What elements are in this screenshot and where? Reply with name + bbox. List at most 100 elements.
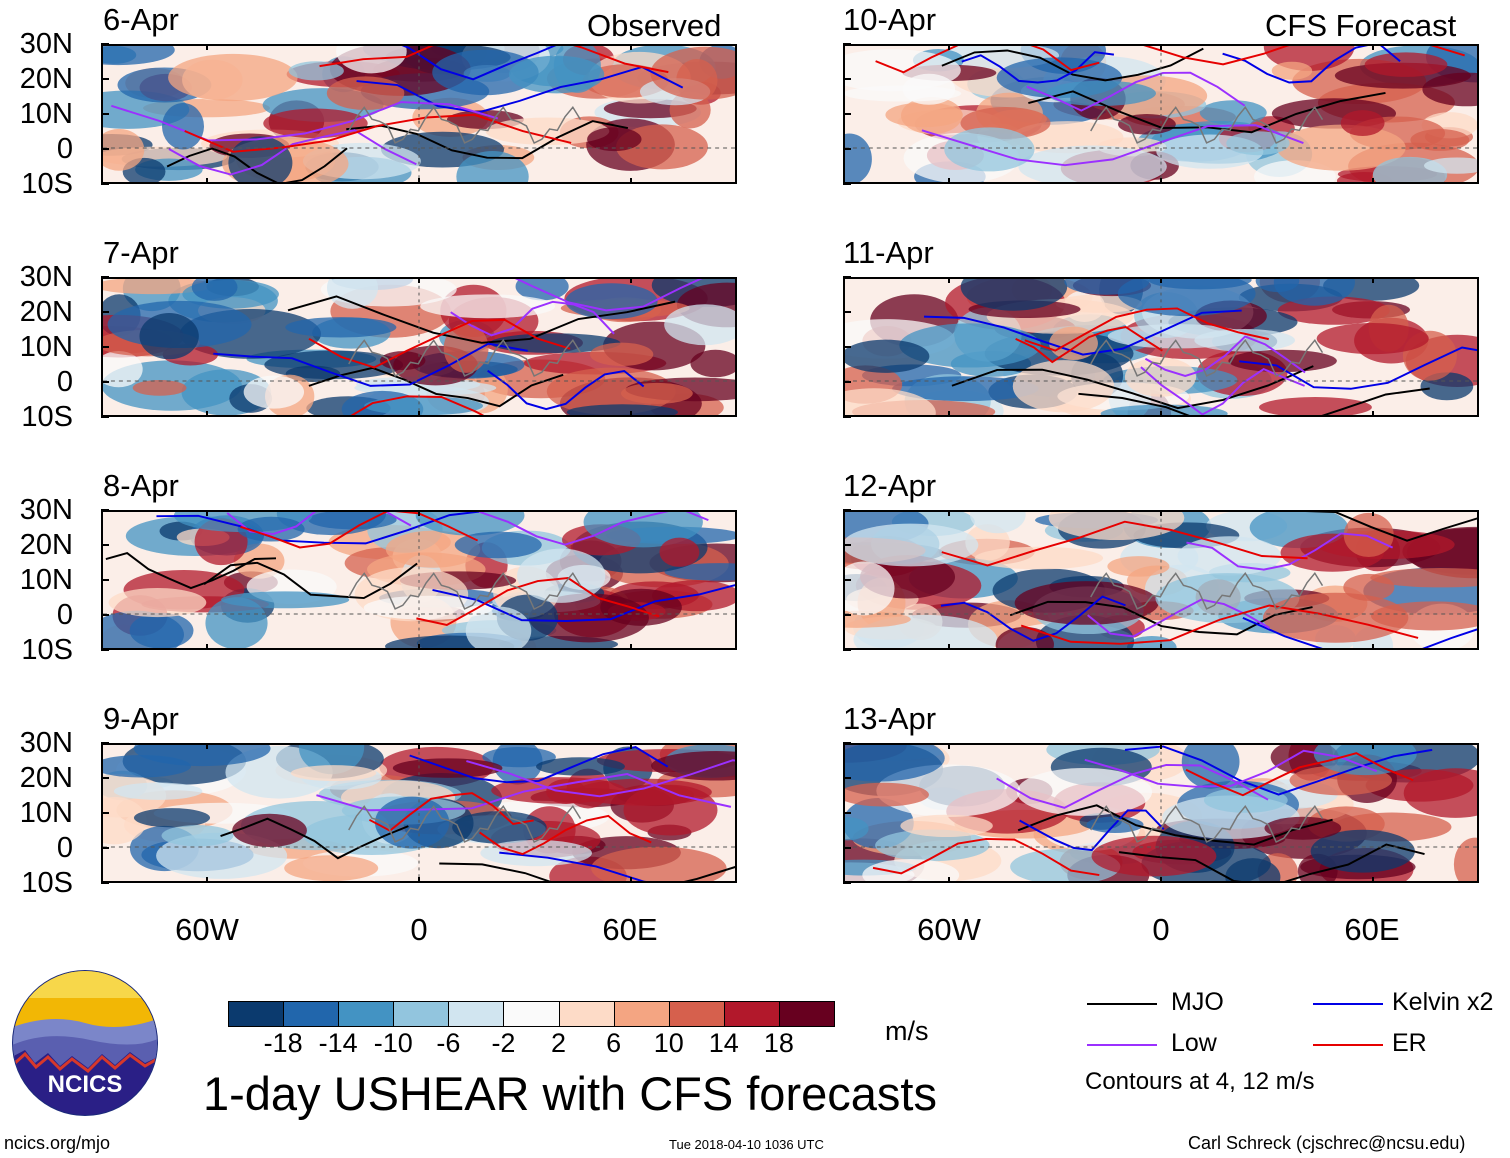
date-label: 10-Apr <box>843 2 937 37</box>
shear-cell <box>1340 110 1385 136</box>
x-tick-mark <box>206 411 208 417</box>
y-tick-label: 30N <box>19 494 73 526</box>
y-tick-mark <box>843 276 851 278</box>
y-tick-label: 0 <box>56 832 73 864</box>
date-label: 11-Apr <box>843 235 934 270</box>
contour-line <box>1186 532 1394 571</box>
shear-cell <box>285 317 397 338</box>
y-tick-mark <box>843 579 851 581</box>
map-panel <box>101 277 737 417</box>
shear-cell <box>452 811 547 844</box>
map-panel <box>843 44 1479 184</box>
shear-cell <box>651 751 735 781</box>
y-tick-label: 30N <box>19 727 73 759</box>
shear-cell <box>103 46 175 66</box>
contour-line <box>439 862 735 881</box>
x-tick-label: 60E <box>1344 912 1400 947</box>
map-panel <box>843 510 1479 650</box>
contour-line <box>1015 325 1163 364</box>
y-tick-mark <box>843 183 851 185</box>
contour-line <box>319 46 669 74</box>
y-tick-label: 0 <box>56 599 73 631</box>
colorbar-swatch <box>283 1001 340 1027</box>
x-tick-mark <box>1160 411 1162 417</box>
y-tick-mark <box>101 777 109 779</box>
colorbar-swatch <box>668 1001 725 1027</box>
y-tick-mark <box>101 311 109 313</box>
colorbar-tick-label: 10 <box>653 1028 684 1058</box>
y-tick-mark <box>101 882 109 884</box>
contour-line <box>940 595 1126 642</box>
y-tick-label: 10S <box>21 401 73 433</box>
contour-line <box>875 46 1100 74</box>
shear-cell <box>103 610 184 648</box>
contour-line <box>1017 804 1333 846</box>
contour-line <box>921 124 1304 167</box>
x-tick-mark <box>418 644 420 650</box>
x-tick-mark <box>630 644 632 650</box>
contour-line <box>514 279 703 312</box>
coastline <box>1090 805 1324 844</box>
shear-cell <box>589 342 654 367</box>
shear-cell <box>191 279 238 301</box>
shear-cell <box>529 593 649 643</box>
shear-cell <box>623 784 718 836</box>
contour-line <box>1118 843 1425 881</box>
shear-cell <box>108 588 207 618</box>
y-tick-label: 10N <box>19 98 73 130</box>
y-tick-mark <box>101 509 109 511</box>
contour-line <box>1019 809 1165 852</box>
shear-cell <box>845 339 930 373</box>
x-tick-mark <box>630 411 632 417</box>
colorbar-units: m/s <box>885 1016 929 1046</box>
x-tick-mark <box>1160 510 1162 516</box>
y-tick-mark <box>101 113 109 115</box>
x-tick-mark <box>948 411 950 417</box>
shear-cell <box>970 512 1026 534</box>
contour-line <box>1087 598 1270 638</box>
contour-line <box>941 520 1308 567</box>
shear-cell <box>664 304 735 346</box>
shear-cell <box>650 46 735 100</box>
shear-cell <box>1049 326 1098 361</box>
shear-cell <box>536 757 625 776</box>
colorbar-tick-label: -6 <box>436 1028 461 1058</box>
contour-line <box>1078 387 1430 415</box>
contour-line <box>409 746 669 784</box>
y-tick-mark <box>843 812 851 814</box>
shear-cell <box>205 597 268 648</box>
x-tick-mark <box>948 178 950 184</box>
shear-cell <box>620 382 693 404</box>
contour-line <box>184 113 572 153</box>
x-tick-mark <box>1372 178 1374 184</box>
legend-label: MJO <box>1171 988 1224 1016</box>
shear-cell <box>1064 279 1150 295</box>
date-label: 13-Apr <box>843 701 937 736</box>
colorbar <box>228 1001 835 1027</box>
y-tick-mark <box>101 148 109 150</box>
forecast-heading: CFS Forecast <box>1265 8 1457 43</box>
shear-cell <box>113 782 203 800</box>
shear-cell <box>263 108 368 139</box>
contour-line <box>213 342 528 387</box>
shear-cell <box>566 404 678 415</box>
x-tick-mark <box>1160 277 1162 283</box>
legend-label: ER <box>1392 1029 1427 1057</box>
x-tick-mark <box>630 743 632 749</box>
contour-line <box>1009 600 1313 636</box>
date-label: 12-Apr <box>843 468 937 503</box>
shear-cell <box>1048 512 1185 541</box>
contour-line <box>1143 46 1465 66</box>
shear-cell <box>103 128 145 171</box>
shear-cell <box>103 351 143 388</box>
shear-cell <box>1424 157 1477 174</box>
contour-line <box>1305 512 1477 542</box>
shear-cell <box>374 796 450 849</box>
y-tick-label: 10S <box>21 168 73 200</box>
shear-cell <box>845 745 945 782</box>
contour-line <box>105 552 277 590</box>
x-tick-mark <box>418 877 420 883</box>
x-tick-mark <box>630 877 632 883</box>
x-tick-label: 0 <box>410 912 428 947</box>
contour-line <box>308 318 571 369</box>
